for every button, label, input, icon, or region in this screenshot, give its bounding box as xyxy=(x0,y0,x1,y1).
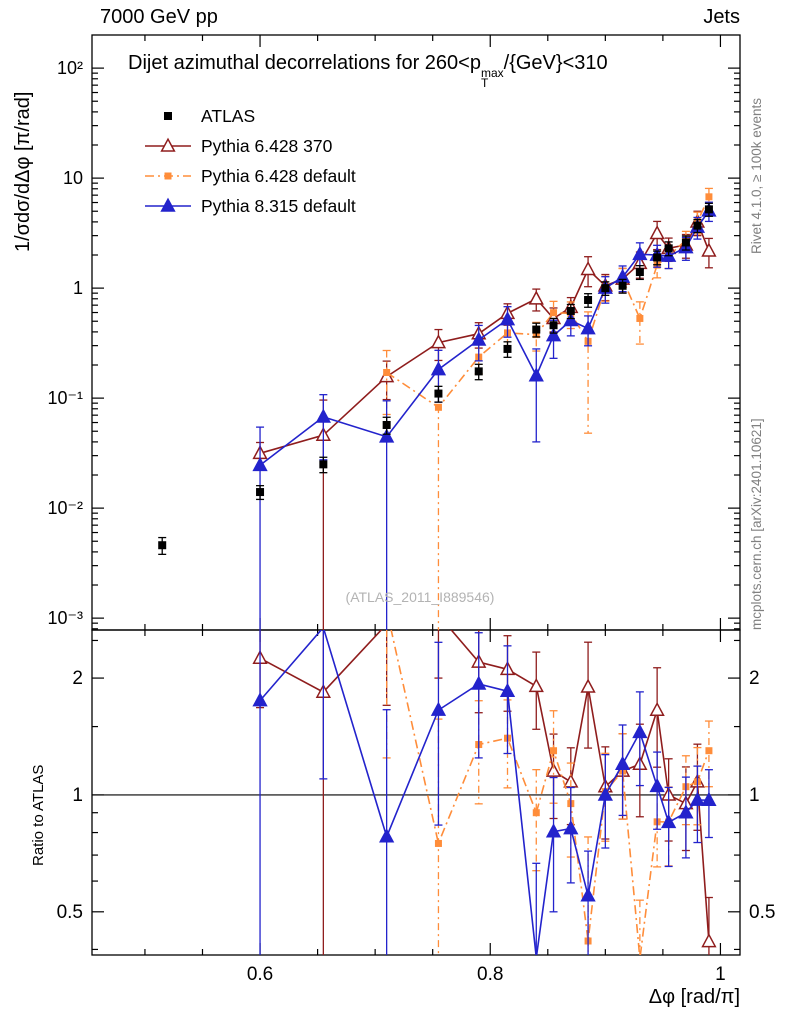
svg-text:0.8: 0.8 xyxy=(477,964,503,985)
legend-label-pythia6-370: Pythia 6.428 370 xyxy=(201,135,333,156)
svg-text:10⁻¹: 10⁻¹ xyxy=(47,388,83,408)
header-process: Jets xyxy=(703,6,740,28)
rivet-version-note: Rivet 4.1.0, ≥ 100k events xyxy=(749,98,764,254)
legend-label-pythia6-default: Pythia 6.428 default xyxy=(201,165,356,186)
legend-icon-1 xyxy=(144,137,192,155)
plot-title-sup: max xyxy=(480,66,504,80)
plot-title-supsub: max T xyxy=(480,66,504,90)
svg-text:10⁻²: 10⁻² xyxy=(47,498,83,518)
analysis-watermark: (ATLAS_2011_I889546) xyxy=(345,589,495,605)
legend-item-pythia6-default: Pythia 6.428 default xyxy=(144,161,356,191)
legend-icon-0 xyxy=(144,107,192,125)
svg-text:10: 10 xyxy=(63,168,83,188)
plot-title: Dijet azimuthal decorrelations for 260<p… xyxy=(128,52,608,90)
svg-text:0.5: 0.5 xyxy=(749,902,775,923)
svg-text:0.5: 0.5 xyxy=(57,902,83,923)
header-beam-energy: 7000 GeV pp xyxy=(100,6,218,28)
legend-item-atlas: ATLAS xyxy=(144,101,356,131)
svg-text:10²: 10² xyxy=(57,58,83,78)
svg-text:10⁻³: 10⁻³ xyxy=(47,608,83,628)
legend-item-pythia8-default: Pythia 8.315 default xyxy=(144,191,356,221)
svg-text:1: 1 xyxy=(749,785,760,806)
x-axis-title: Δφ [rad/π] xyxy=(648,986,740,1008)
plot-title-suffix: /{GeV}<310 xyxy=(503,52,608,74)
plot-title-prefix: Dijet azimuthal decorrelations for 260<p xyxy=(128,52,481,74)
legend-icon-2 xyxy=(144,167,192,185)
mcplots-arxiv-note: mcplots.cern.ch [arXiv:2401.10621] xyxy=(749,418,764,630)
legend: ATLAS Pythia 6.428 370 Pythia 6.428 defa… xyxy=(144,101,356,221)
svg-text:1: 1 xyxy=(715,964,726,985)
legend-label-pythia8-default: Pythia 8.315 default xyxy=(201,195,356,216)
svg-text:1: 1 xyxy=(73,278,83,298)
svg-text:1: 1 xyxy=(72,785,83,806)
svg-text:2: 2 xyxy=(749,668,760,689)
legend-icon-3 xyxy=(144,197,192,215)
svg-text:0.6: 0.6 xyxy=(247,964,273,985)
plot-title-sub: T xyxy=(480,76,489,90)
legend-item-pythia6-370: Pythia 6.428 370 xyxy=(144,131,356,161)
ratio-y-axis-title: Ratio to ATLAS xyxy=(30,764,47,866)
svg-text:2: 2 xyxy=(72,668,83,689)
main-y-axis-title: 1/σdσ/dΔφ [π/rad] xyxy=(12,91,34,252)
legend-label-atlas: ATLAS xyxy=(201,105,256,126)
